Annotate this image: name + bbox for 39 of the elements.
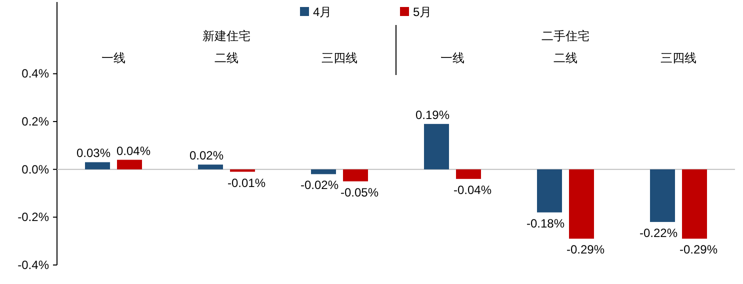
annotation: 二手住宅 — [542, 29, 590, 43]
y-tick-label: 0.4% — [22, 66, 50, 81]
x-tick-label: 二线 — [554, 51, 578, 65]
bar — [650, 169, 675, 222]
y-tick-label: 0.2% — [22, 114, 50, 129]
y-tick-label: 0.0% — [22, 162, 50, 176]
data-label: -0.18% — [526, 216, 565, 230]
data-label: -0.05% — [340, 185, 379, 200]
data-label: -0.22% — [639, 226, 678, 240]
data-label: -0.29% — [566, 242, 605, 257]
y-tick-label: -0.2% — [18, 210, 50, 224]
bar — [343, 169, 368, 182]
x-tick-label: 一线 — [440, 51, 464, 65]
data-label: -0.04% — [453, 182, 492, 197]
x-tick-label: 三四线 — [322, 51, 358, 65]
bar — [311, 169, 336, 174]
x-tick-label: 三四线 — [660, 51, 696, 65]
data-label: 0.04% — [116, 144, 151, 158]
bar — [230, 169, 255, 172]
bar — [117, 160, 142, 170]
x-tick-label: 二线 — [214, 51, 238, 65]
legend-label: 4月 — [313, 5, 332, 19]
bar — [682, 169, 707, 239]
annotation: 新建住宅 — [202, 29, 250, 43]
x-tick-label: 一线 — [102, 51, 126, 65]
data-label: 0.03% — [76, 146, 111, 160]
y-tick-label: -0.4% — [18, 258, 50, 272]
data-label: 0.19% — [415, 108, 450, 122]
bar — [569, 169, 594, 239]
bar — [85, 162, 110, 170]
bar — [424, 124, 449, 170]
data-label: -0.01% — [227, 176, 266, 190]
data-label: 0.02% — [189, 148, 224, 163]
data-label: -0.02% — [300, 178, 339, 192]
bar — [456, 169, 481, 179]
legend-label: 5月 — [413, 5, 432, 19]
bar — [198, 164, 223, 170]
bar — [537, 169, 562, 212]
data-label: -0.29% — [679, 242, 718, 257]
